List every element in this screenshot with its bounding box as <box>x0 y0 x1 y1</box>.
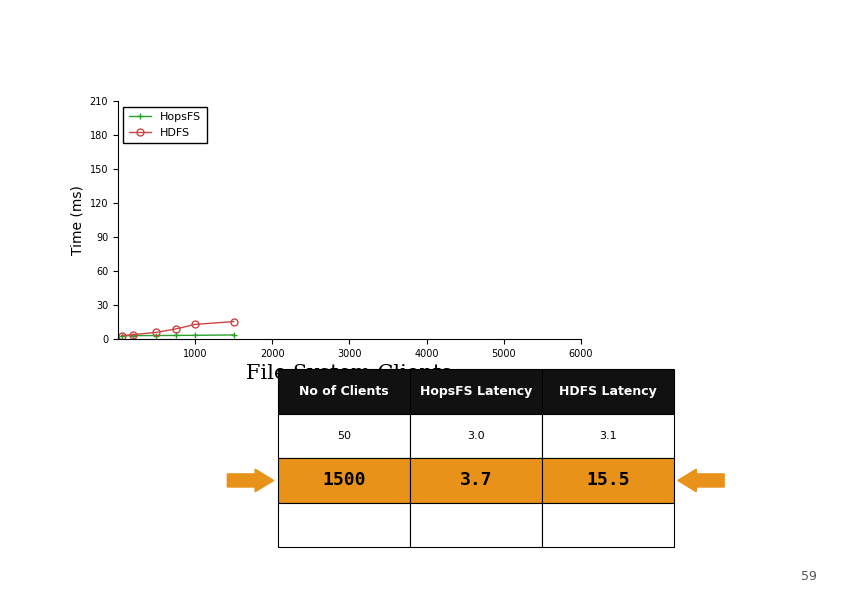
Line: HopsFS: HopsFS <box>118 331 237 339</box>
HopsFS <box>229 331 239 339</box>
Text: 1500: 1500 <box>322 471 365 490</box>
Bar <box>410 414 541 458</box>
Text: 3.1: 3.1 <box>599 431 616 441</box>
Text: 15.5: 15.5 <box>586 471 629 490</box>
HopsFS <box>128 332 138 339</box>
Y-axis label: Time (ms): Time (ms) <box>70 185 84 255</box>
HopsFS <box>190 332 200 339</box>
Bar <box>278 458 410 503</box>
Bar <box>410 369 541 414</box>
Bar <box>410 458 541 503</box>
Bar <box>541 414 674 458</box>
HDFS <box>152 329 162 336</box>
HDFS <box>128 331 138 338</box>
Bar <box>541 503 674 547</box>
Bar <box>278 369 410 414</box>
HopsFS <box>152 332 162 339</box>
Text: 3.0: 3.0 <box>467 431 484 441</box>
HopsFS <box>171 332 181 339</box>
HDFS <box>117 332 127 339</box>
Text: Operational Latency: Operational Latency <box>215 23 627 57</box>
Bar <box>278 414 410 458</box>
Text: 3.7: 3.7 <box>460 471 492 490</box>
Bar <box>541 458 674 503</box>
HopsFS <box>117 332 127 339</box>
Text: No of Clients: No of Clients <box>299 385 389 397</box>
Text: 59: 59 <box>801 570 817 583</box>
HDFS <box>229 318 239 325</box>
Text: HDFS Latency: HDFS Latency <box>559 385 657 397</box>
Bar <box>410 503 541 547</box>
Bar <box>278 503 410 547</box>
Text: 50: 50 <box>337 431 351 441</box>
Legend: HopsFS, HDFS: HopsFS, HDFS <box>124 107 207 143</box>
Bar <box>541 369 674 414</box>
X-axis label: File System Clients: File System Clients <box>247 364 452 383</box>
Line: HDFS: HDFS <box>118 318 237 339</box>
HDFS <box>190 321 200 328</box>
HDFS <box>171 325 181 333</box>
Text: HopsFS Latency: HopsFS Latency <box>419 385 532 397</box>
